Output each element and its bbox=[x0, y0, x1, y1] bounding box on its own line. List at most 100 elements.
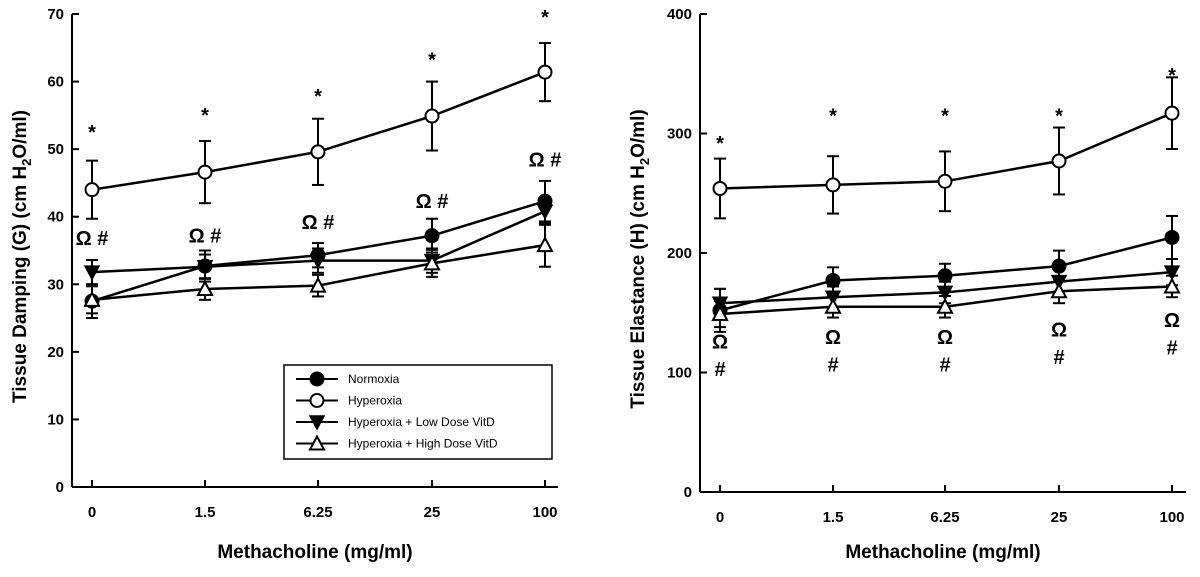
y-axis-title: Tissue Elastance (H) (cm H2O/ml) bbox=[628, 109, 652, 408]
y-axis-title-subscript: 2 bbox=[637, 158, 652, 165]
significance-mark: * bbox=[941, 106, 949, 128]
significance-mark: Ω # bbox=[302, 212, 335, 234]
x-tick-label: 1.5 bbox=[823, 509, 844, 526]
x-tick-label: 1.5 bbox=[195, 504, 216, 521]
y-tick-label: 70 bbox=[47, 6, 64, 23]
data-point bbox=[825, 272, 841, 288]
y-tick-label: 300 bbox=[667, 126, 692, 143]
significance-mark: # bbox=[714, 359, 725, 381]
data-point bbox=[936, 285, 954, 302]
data-point bbox=[712, 180, 728, 196]
significance-mark: * bbox=[314, 86, 322, 108]
legend-marker bbox=[308, 415, 326, 431]
y-tick-label: 400 bbox=[667, 6, 692, 23]
series-circle-open bbox=[84, 42, 553, 220]
significance-mark: Ω bbox=[937, 327, 953, 349]
data-point bbox=[1163, 277, 1181, 294]
series-circle-open bbox=[712, 76, 1180, 220]
significance-mark: Ω bbox=[712, 332, 728, 354]
y-tick-label: 100 bbox=[667, 365, 692, 382]
y-tick-label: 30 bbox=[47, 276, 64, 293]
y-tick-label: 0 bbox=[684, 484, 692, 501]
data-point bbox=[83, 290, 101, 307]
data-point bbox=[424, 228, 440, 244]
data-point bbox=[309, 253, 327, 270]
significance-mark: Ω bbox=[1164, 310, 1180, 332]
y-tick-label: 40 bbox=[47, 209, 64, 226]
y-tick-label: 200 bbox=[667, 245, 692, 262]
data-point bbox=[536, 235, 554, 253]
significance-mark: # bbox=[827, 354, 838, 376]
data-point bbox=[711, 304, 729, 321]
legend-label: Normoxia bbox=[348, 372, 400, 386]
data-point bbox=[825, 177, 841, 193]
data-point bbox=[423, 254, 441, 271]
y-axis-title-part: O/ml) bbox=[10, 110, 31, 159]
significance-mark: * bbox=[1168, 65, 1176, 87]
significance-mark: Ω # bbox=[189, 225, 222, 247]
data-point bbox=[824, 297, 842, 314]
y-tick-label: 0 bbox=[56, 479, 64, 496]
data-point bbox=[537, 64, 553, 80]
data-point bbox=[196, 259, 214, 276]
significance-mark: Ω bbox=[1051, 320, 1067, 342]
legend-marker bbox=[309, 393, 325, 408]
data-point bbox=[310, 144, 326, 160]
x-tick-label: 100 bbox=[532, 504, 557, 521]
data-point bbox=[937, 173, 953, 189]
significance-mark: * bbox=[428, 50, 436, 72]
y-tick-label: 10 bbox=[47, 411, 64, 428]
x-tick-label: 6.25 bbox=[930, 509, 959, 526]
data-point bbox=[197, 164, 213, 180]
significance-mark: Ω # bbox=[76, 228, 109, 250]
data-point bbox=[424, 108, 440, 124]
x-tick-label: 0 bbox=[88, 504, 96, 521]
significance-mark: * bbox=[88, 122, 96, 144]
y-axis-title-subscript: 2 bbox=[19, 159, 34, 166]
significance-mark: * bbox=[1055, 106, 1063, 128]
significance-mark: Ω bbox=[825, 327, 841, 349]
y-tick-label: 20 bbox=[47, 344, 64, 361]
damping-panel: 0 10 20 30 40 50 60 70 0 1.5 6.25 25 100 Methacholine… bbox=[10, 6, 561, 563]
legend-label: Hyperoxia bbox=[348, 394, 402, 408]
significance-mark: * bbox=[201, 105, 209, 127]
data-point bbox=[83, 265, 101, 281]
x-tick-label: 25 bbox=[1051, 509, 1068, 526]
legend-marker bbox=[308, 434, 326, 451]
legend-label: Hyperoxia + Low Dose VitD bbox=[348, 415, 495, 429]
y-axis-title-part: O/ml) bbox=[628, 109, 649, 158]
data-point bbox=[309, 276, 327, 293]
data-point bbox=[196, 279, 214, 297]
x-tick-label: 100 bbox=[1159, 509, 1184, 526]
series-triangle-up-open bbox=[83, 222, 554, 315]
x-axis-title: Methacholine (mg/ml) bbox=[217, 542, 412, 563]
data-point bbox=[937, 268, 953, 284]
significance-mark: Ω # bbox=[529, 150, 562, 172]
data-point bbox=[1050, 282, 1068, 299]
series-triangle-down-filled bbox=[83, 196, 554, 286]
data-point bbox=[1164, 229, 1180, 245]
significance-mark: # bbox=[939, 354, 950, 376]
legend-label: Hyperoxia + High Dose VitD bbox=[348, 437, 498, 451]
x-tick-label: 6.25 bbox=[303, 504, 332, 521]
y-tick-label: 60 bbox=[47, 74, 64, 91]
legend-marker bbox=[309, 371, 325, 387]
y-axis-title-part: Tissue Elastance (H) (cm H bbox=[628, 165, 649, 409]
y-axis-title-part: Tissue Damping (G) (cm H bbox=[10, 166, 31, 403]
data-point bbox=[1163, 265, 1181, 281]
x-tick-label: 25 bbox=[424, 504, 441, 521]
significance-mark: * bbox=[541, 7, 549, 29]
data-point bbox=[1051, 153, 1067, 169]
y-axis-title: Tissue Damping (G) (cm H2O/ml) bbox=[10, 110, 34, 403]
elastance-panel: 0 100 200 300 400 0 1.5 6.25 25 100 Methacholine (… bbox=[628, 6, 1186, 563]
series-triangle-up-open bbox=[711, 274, 1181, 329]
significance-mark: Ω # bbox=[416, 191, 449, 213]
x-axis-title: Methacholine (mg/ml) bbox=[845, 542, 1040, 563]
significance-mark: * bbox=[829, 106, 837, 128]
data-point bbox=[536, 204, 554, 220]
legend: Normoxia Hyperoxia Hyperoxia + Low Dose Vi… bbox=[283, 364, 553, 460]
x-tick-label: 0 bbox=[716, 509, 724, 526]
significance-mark: # bbox=[1166, 338, 1177, 360]
data-point bbox=[84, 182, 100, 198]
